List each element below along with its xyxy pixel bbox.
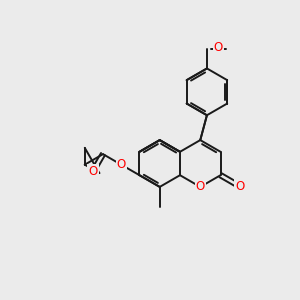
Text: O: O [214, 41, 223, 54]
Text: O: O [235, 180, 244, 193]
Text: O: O [88, 165, 98, 178]
Text: O: O [196, 180, 205, 194]
Text: O: O [117, 158, 126, 171]
